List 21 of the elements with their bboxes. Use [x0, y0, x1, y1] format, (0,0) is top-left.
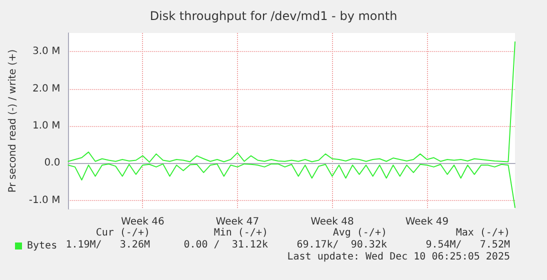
text: 1.19M/ 3.26M: [66, 240, 150, 250]
chart-title: Disk throughput for /dev/md1 - by month: [150, 9, 398, 23]
x-tick-label: Week 49: [405, 216, 449, 228]
y-tick-label: 2.0 M: [32, 83, 60, 94]
y-axis-title: Pr second read (-) / write (+): [8, 49, 18, 193]
text: Last update: Wed Dec 10 06:25:05 2025: [287, 252, 510, 262]
y-tick-label: 3.0 M: [32, 46, 60, 58]
legend-label: Bytes: [27, 240, 58, 252]
x-tick-label: Week 46: [121, 216, 164, 228]
y-tick-label: -1.0 M: [28, 194, 60, 206]
y-tick-label: 0.0: [44, 158, 60, 169]
text: Avg (-/+): [332, 228, 387, 238]
text: Cur (-/+): [96, 228, 150, 238]
text: 0.00 / 31.12k: [184, 240, 268, 250]
y-tick-label: 1.0 M: [32, 120, 60, 132]
text: 69.17k/ 90.32k: [296, 240, 387, 250]
x-tick-label: Week 47: [216, 216, 260, 228]
text: 9.54M/ 7.52M: [426, 240, 510, 250]
text: Min (-/+): [214, 228, 268, 238]
x-tick-label: Week 48: [310, 216, 354, 228]
text: Max (-/+): [456, 228, 510, 238]
